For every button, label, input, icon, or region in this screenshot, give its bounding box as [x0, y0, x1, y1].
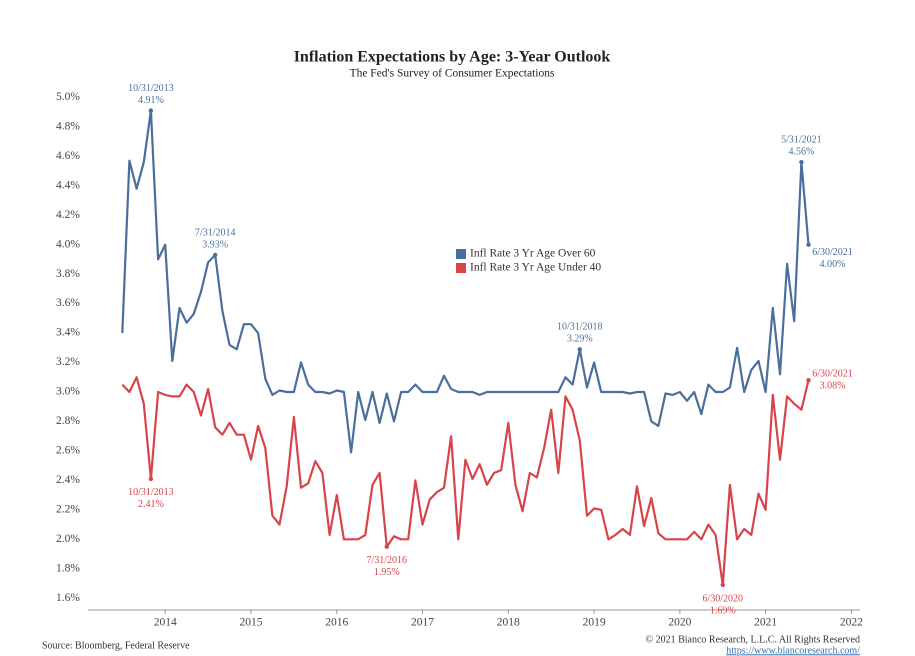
annotation-value: 3.93% [202, 239, 228, 250]
x-tick-label: 2020 [668, 617, 691, 629]
legend-swatch [456, 249, 466, 259]
annotation-value: 2.41% [138, 499, 164, 510]
series-line [121, 109, 810, 454]
annotated-point [806, 242, 811, 247]
y-tick-label: 3.2% [56, 356, 80, 368]
annotation-date: 6/30/2021 [812, 247, 853, 258]
annotation-value: 3.29% [567, 334, 593, 345]
x-tick-label: 2022 [840, 617, 863, 629]
x-tick-label: 2021 [754, 617, 777, 629]
annotated-point [799, 159, 804, 165]
y-tick-label: 2.2% [56, 503, 80, 515]
y-tick-label: 3.8% [56, 268, 80, 280]
y-tick-label: 1.6% [56, 592, 80, 604]
annotation-date: 6/30/2021 [812, 368, 853, 379]
annotated-point [384, 544, 389, 549]
annotation-value: 4.91% [138, 95, 164, 106]
copyright-note: © 2021 Bianco Research, L.L.C. All Right… [645, 634, 860, 645]
legend-swatch [456, 263, 466, 273]
legend-label: Infl Rate 3 Yr Age Under 40 [470, 262, 601, 274]
chart-title: Inflation Expectations by Age: 3-Year Ou… [294, 49, 611, 66]
y-tick-label: 4.0% [56, 238, 80, 250]
x-tick-label: 2017 [411, 617, 434, 629]
y-tick-label: 2.8% [56, 415, 80, 427]
y-tick-label: 4.6% [56, 150, 80, 162]
annotated-point [806, 377, 811, 383]
annotation-value: 3.08% [820, 380, 846, 391]
annotation-date: 10/31/2013 [128, 487, 174, 498]
annotation-value: 4.56% [788, 146, 814, 157]
y-tick-label: 3.4% [56, 327, 80, 339]
annotation-value: 1.95% [374, 567, 400, 578]
x-tick-label: 2018 [497, 617, 520, 629]
y-tick-label: 3.6% [56, 297, 80, 309]
annotated-point [148, 476, 154, 482]
annotation-date: 10/31/2018 [557, 322, 603, 333]
annotation-date: 5/31/2021 [781, 134, 822, 145]
annotation-date: 10/31/2013 [128, 83, 174, 94]
chart-subtitle: The Fed's Survey of Consumer Expectation… [350, 68, 555, 80]
x-tick-label: 2015 [239, 617, 262, 629]
x-tick-label: 2016 [325, 617, 348, 629]
annotation-value: 4.00% [820, 259, 846, 270]
source-url[interactable]: https://www.biancoresearch.com/ [726, 645, 860, 656]
legend-label: Infl Rate 3 Yr Age Over 60 [470, 248, 596, 260]
x-tick-label: 2019 [583, 617, 606, 629]
annotated-point [148, 108, 154, 113]
y-tick-label: 4.8% [56, 120, 80, 132]
y-tick-label: 5.0% [56, 91, 80, 103]
y-tick-label: 2.4% [56, 474, 80, 486]
y-tick-label: 3.0% [56, 386, 80, 398]
annotated-point [213, 252, 218, 258]
series-line [121, 376, 810, 587]
annotated-point [720, 582, 725, 588]
annotation-date: 7/31/2014 [195, 227, 236, 238]
source-note: Source: Bloomberg, Federal Reserve [42, 640, 190, 651]
y-tick-label: 1.8% [56, 562, 80, 574]
annotation-value: 1.69% [710, 605, 736, 616]
y-tick-label: 4.4% [56, 179, 80, 191]
annotation-date: 6/30/2020 [702, 593, 743, 604]
y-tick-label: 4.2% [56, 209, 80, 221]
annotated-point [577, 347, 582, 352]
y-tick-label: 2.6% [56, 445, 80, 457]
annotation-date: 7/31/2016 [366, 555, 407, 566]
x-tick-label: 2014 [154, 617, 177, 629]
y-tick-label: 2.0% [56, 533, 80, 545]
